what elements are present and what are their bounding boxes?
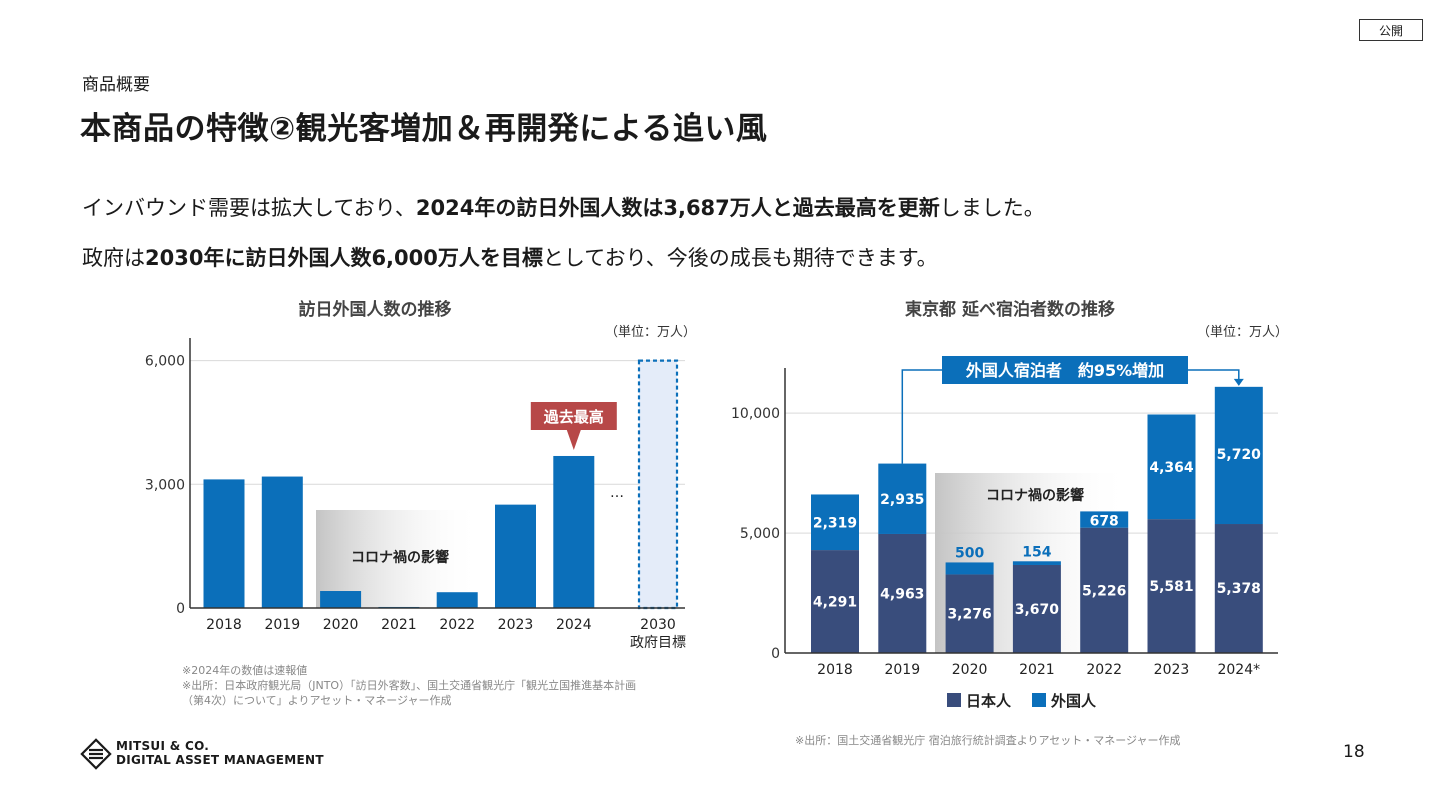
chart2-bar-foreign [878,463,927,534]
chart2-bar-japanese [1012,564,1061,653]
chart1-unit: （単位：万人） [605,324,696,340]
chart1-record-label: 過去最高 [543,408,604,426]
chart2-bar-foreign [1080,511,1129,528]
chart2-xtick-label: 2018 [817,662,853,678]
chart1-bar [203,479,245,608]
line2-text-a: 政府は [82,246,145,270]
chart1-bar [320,591,362,608]
chart2-title: 東京都 延べ宿泊者数の推移 [905,299,1115,320]
chart2-legend-label-japanese: 日本人 [966,692,1012,710]
chart2-bar-japanese [1147,519,1196,653]
chart2-label-foreign: 4,364 [1149,460,1194,476]
chart1-xtick-label: 2019 [264,617,300,633]
chart2-label-japanese: 5,378 [1217,581,1261,597]
section-label: 商品概要 [82,75,150,95]
chart2-label-foreign: 500 [955,545,984,561]
chart2-label-japanese: 5,226 [1082,583,1126,599]
chart2-bar-foreign [1147,414,1196,520]
chart1-ytick-label: 0 [176,601,185,617]
logo-line-1: MITSUI & CO. [116,739,210,753]
chart2-bar-japanese [1080,527,1129,653]
chart1-notes: ※2024年の数値は速報値 ※出所：日本政府観光局（JNTO）「訪日外客数」、国… [182,663,636,708]
company-logo-icon [80,738,112,770]
chart2-ytick-label: 0 [771,646,780,662]
chart1-title: 訪日外国人数の推移 [299,299,452,320]
chart1-xtick-label: 2022 [439,617,475,633]
chart2-label-japanese: 4,291 [813,595,857,611]
page-title: 本商品の特徴②観光客増加＆再開発による追い風 [80,111,768,147]
chart2-label-japanese: 4,963 [880,586,924,602]
chart1-note-line: （第4次）について」よりアセット・マネージャー作成 [182,694,452,707]
chart1-bar [495,504,536,608]
chart1-xtick-label: 2018 [206,617,242,633]
chart1-record-pointer [566,430,581,450]
chart1-xtick-label: 2020 [323,617,359,633]
chart2-legend-label-foreign: 外国人 [1050,692,1097,710]
chart1-xtick-label: 2023 [498,617,534,633]
chart2-label-foreign: 5,720 [1217,447,1262,463]
chart1-note-line: ※2024年の数値は速報値 [182,664,308,677]
chart2-xtick-label: 2022 [1086,662,1122,678]
chart2-bar-foreign [1012,561,1061,565]
chart1-bar [436,592,478,608]
chart2-unit: （単位：万人） [1197,324,1288,340]
chart2-bar-foreign [945,562,994,575]
chart2-bar-japanese [945,574,994,653]
chart2-label-foreign: 678 [1090,513,1119,529]
chart2-bar-foreign [811,494,859,551]
chart1-note-line: ※出所：日本政府観光局（JNTO）「訪日外客数」、国土交通省観光庁「観光立国推進… [182,679,637,692]
chart2-bar-japanese [1214,524,1263,653]
chart1-covid-label: コロナ禍の影響 [351,549,449,566]
chart2-increase-callout [942,356,1188,384]
chart2-label-foreign: 154 [1022,544,1051,560]
chart2-bar-foreign [1214,386,1263,525]
tokyo-stays-stacked-bar-chart: 東京都 延べ宿泊者数の推移 （単位：万人） 0 5,000 10,000 コロナ禍の影響 4… [731,299,1288,710]
logo-line-2: DIGITAL ASSET MANAGEMENT [116,753,324,767]
page-number: 18 [1343,742,1365,762]
chart2-legend-swatch-foreign [1032,693,1046,707]
chart1-xtick-sublabel: 政府目標 [630,635,686,651]
chart2-label-japanese: 3,276 [947,607,991,623]
public-badge: 公開 [1359,19,1423,41]
chart1-xtick-label: 2030 [640,617,676,633]
line1-text-bold: 2024年の訪日外国人数は3,687万人と過去最高を更新 [415,196,940,220]
chart1-bar [261,476,303,608]
line2-text-bold: 2030年に訪日外国人数6,000万人を目標 [145,246,543,270]
chart2-label-foreign: 2,935 [880,492,924,508]
chart2-xtick-label: 2019 [884,662,920,678]
chart2-increase-arrow [1233,378,1244,386]
chart1-record-callout [530,402,617,430]
summary-line-1: インバウンド需要は拡大しており、2024年の訪日外国人数は3,687万人と過去最… [82,192,1045,222]
visitors-bar-chart: 訪日外国人数の推移 （単位：万人） 0 3,000 6,000 コロナ禍の影響 2018 20… [145,299,696,651]
chart1-target-bar [637,359,679,610]
chart2-label-japanese: 5,581 [1149,579,1193,595]
chart2-bar-japanese [878,533,927,653]
chart2-note: ※出所：国土交通省観光庁 宿泊旅行統計調査よりアセット・マネージャー作成 [795,734,1181,747]
summary-line-2: 政府は2030年に訪日外国人数6,000万人を目標としており、今後の成長も期待で… [82,242,938,272]
chart1-bar [553,455,595,608]
chart2-ytick-label: 5,000 [740,526,780,542]
chart2-label-foreign: 2,319 [813,515,857,531]
chart1-xtick-label: 2021 [381,617,417,633]
line1-text-a: インバウンド需要は拡大しており、 [82,196,416,220]
line1-text-c: しました。 [939,196,1045,220]
chart2-increase-label: 外国人宿泊者 約95%増加 [965,361,1164,380]
chart2-ytick-label: 10,000 [731,406,780,422]
chart2-legend-swatch-japanese [947,693,961,707]
chart2-covid-label: コロナ禍の影響 [986,487,1084,504]
chart1-ellipsis: … [610,485,624,501]
chart2-bar-japanese [811,550,859,653]
chart2-xtick-label: 2021 [1019,662,1055,678]
line2-text-c: としており、今後の成長も期待できます。 [542,246,938,270]
chart2-xtick-label: 2023 [1154,662,1190,678]
chart1-xtick-label: 2024 [556,617,592,633]
chart1-ytick-label: 3,000 [145,477,185,493]
chart2-xtick-label: 2024* [1217,662,1260,678]
chart1-ytick-label: 6,000 [145,354,185,370]
chart2-xtick-label: 2020 [952,662,988,678]
chart2-label-japanese: 3,670 [1015,602,1060,618]
company-logo-text: MITSUI & CO. DIGITAL ASSET MANAGEMENT [116,739,324,767]
